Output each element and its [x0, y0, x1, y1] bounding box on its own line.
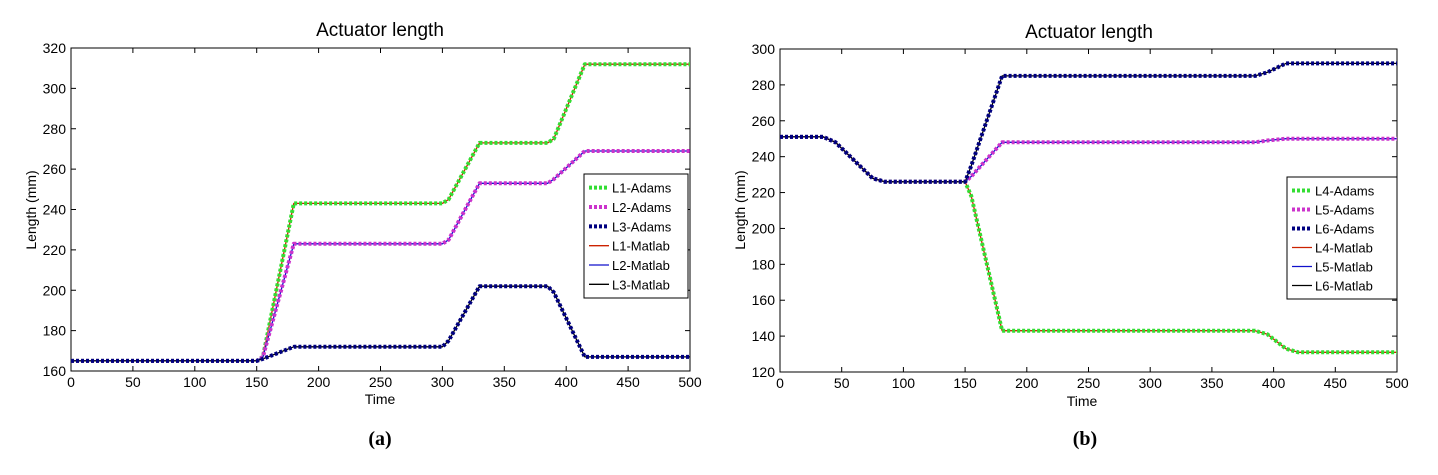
legend-entry: L2-Matlab	[612, 258, 670, 273]
x-tick-label: 50	[834, 375, 850, 391]
y-tick-label: 280	[752, 77, 776, 93]
x-tick-label: 250	[369, 374, 393, 390]
x-axis-label: Time	[1067, 393, 1098, 409]
legend-entry: L1-Matlab	[612, 239, 670, 254]
chart-title: Actuator length	[1025, 22, 1153, 43]
y-tick-label: 240	[752, 149, 776, 165]
x-tick-label: 250	[1077, 375, 1101, 391]
legend-entry: L4-Matlab	[1315, 241, 1373, 256]
y-tick-label: 300	[752, 41, 776, 57]
y-tick-label: 280	[43, 121, 67, 137]
x-tick-label: 450	[1324, 375, 1348, 391]
y-tick-label: 320	[43, 40, 67, 56]
legend: L1-Adams L2-Adams L3-Adams L1-Matlab L2-Matl…	[583, 173, 689, 299]
y-tick-label: 160	[752, 292, 776, 308]
x-tick-label: 450	[616, 374, 640, 390]
x-tick-label: 350	[1200, 375, 1224, 391]
panel-label: (a)	[368, 428, 391, 450]
chart-0: Actuator length 0 50 100 150 200 250 300 350 400 4…	[23, 20, 702, 450]
y-axis-label: Length (mm)	[732, 170, 748, 249]
y-tick-label: 240	[43, 202, 67, 218]
y-tick-label: 180	[752, 256, 776, 272]
legend-entry: L6-Matlab	[1315, 279, 1373, 294]
series-line-l3-adams	[71, 284, 690, 363]
panel-label: (b)	[1073, 428, 1097, 450]
x-tick-label: 200	[1015, 375, 1039, 391]
legend: L4-Adams L5-Adams L6-Adams L4-Matlab L5-Matl…	[1286, 176, 1398, 300]
legend-box	[583, 173, 689, 299]
y-tick-label: 120	[752, 364, 776, 380]
legend-entry: L6-Adams	[1315, 222, 1375, 237]
legend-entry: L1-Adams	[612, 181, 672, 196]
x-tick-label: 400	[1262, 375, 1286, 391]
x-tick-label: 150	[245, 374, 269, 390]
legend-entry: L3-Adams	[612, 219, 672, 234]
legend-entry: L5-Adams	[1315, 203, 1375, 218]
y-tick-label: 180	[43, 323, 67, 339]
x-axis-label: Time	[365, 391, 396, 407]
y-axis-label: Length (mm)	[23, 170, 39, 249]
legend-box	[1286, 176, 1398, 300]
legend-entry: L2-Adams	[612, 200, 672, 215]
x-tick-label: 500	[678, 374, 702, 390]
x-tick-label: 100	[183, 374, 207, 390]
y-tick-label: 260	[752, 113, 776, 129]
x-tick-label: 150	[953, 375, 977, 391]
x-tick-label: 0	[67, 374, 75, 390]
legend-entry: L5-Matlab	[1315, 260, 1373, 275]
y-tick-label: 200	[43, 282, 67, 298]
x-tick-label: 500	[1385, 375, 1409, 391]
x-tick-label: 400	[555, 374, 579, 390]
x-tick-label: 300	[431, 374, 455, 390]
x-tick-label: 50	[125, 374, 141, 390]
y-tick-label: 220	[43, 242, 67, 258]
y-tick-label: 260	[43, 161, 67, 177]
y-tick-label: 300	[43, 80, 67, 96]
chart-title: Actuator length	[316, 20, 444, 41]
y-tick-label: 220	[752, 185, 776, 201]
y-tick-label: 160	[43, 363, 67, 379]
x-tick-label: 0	[776, 375, 784, 391]
chart-1: Actuator length 0 50 100 150 200 250 300 350 400 4…	[732, 22, 1409, 450]
x-tick-label: 200	[307, 374, 331, 390]
x-tick-label: 300	[1139, 375, 1163, 391]
y-tick-label: 200	[752, 220, 776, 236]
x-tick-label: 100	[892, 375, 916, 391]
x-tick-label: 350	[493, 374, 517, 390]
legend-entry: L4-Adams	[1315, 184, 1375, 199]
legend-entry: L3-Matlab	[612, 277, 670, 292]
y-tick-label: 140	[752, 328, 776, 344]
series-line-l6-adams	[780, 61, 1397, 184]
